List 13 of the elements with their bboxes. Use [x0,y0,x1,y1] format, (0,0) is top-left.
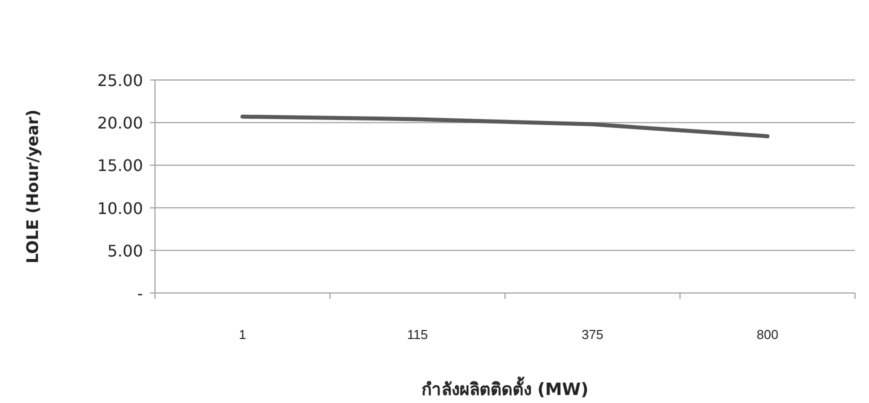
x-tick-label: 800 [756,327,778,342]
x-axis-title: กำลังผลิตติดตั้ง (MW) [421,376,589,400]
line-series [240,114,770,138]
y-tick-label: - [137,284,143,303]
y-tick-label: 25.00 [97,71,143,90]
x-tick-label: 375 [582,327,604,342]
y-tick-label: 20.00 [97,114,143,133]
y-tick-label: 10.00 [97,198,143,218]
y-tick-label: 15.00 [97,156,143,176]
x-tick-label: 115 [407,327,428,342]
y-axis-title: LOLE (Hour/year) [23,109,42,264]
x-tick-label: 1 [238,327,246,342]
y-tick-label: 5.00 [107,241,143,260]
